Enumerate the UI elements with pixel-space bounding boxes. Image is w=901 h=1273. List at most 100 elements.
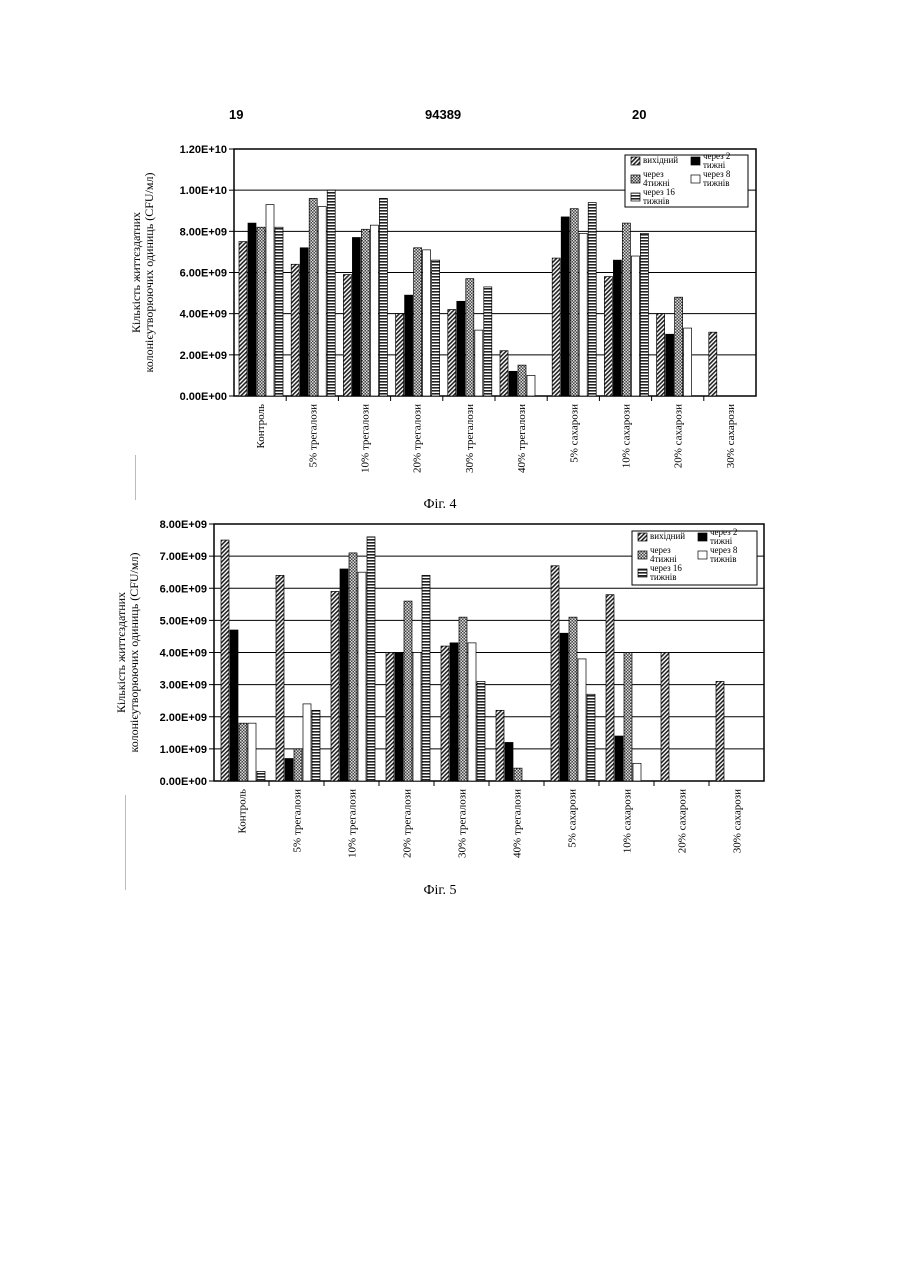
bar [661, 653, 669, 782]
x-tick-label: 5% сахарози [567, 789, 579, 848]
bar [276, 575, 284, 781]
bar [684, 328, 692, 396]
bar [551, 566, 559, 781]
y-tick-label: 1.00E+10 [180, 185, 227, 197]
x-tick-label: 5% трегалози [307, 404, 319, 468]
bar [386, 653, 394, 782]
bar [312, 710, 320, 781]
bar [432, 260, 440, 396]
bar [309, 198, 317, 396]
bar [570, 209, 578, 396]
y-tick-label: 0.00E+00 [160, 776, 207, 788]
bar [657, 314, 665, 396]
bar [257, 227, 265, 396]
bar [300, 248, 308, 396]
figure-5-chart: 0.00E+001.00E+092.00E+093.00E+094.00E+09… [0, 515, 901, 880]
bar [370, 225, 378, 396]
x-tick-label: 20% трегалози [412, 404, 424, 473]
bar [527, 375, 535, 396]
bar [588, 203, 596, 396]
page-number-right: 20 [632, 107, 646, 122]
bar [624, 653, 632, 782]
bar [396, 314, 404, 396]
x-tick-label: 10% трегалози [347, 789, 359, 858]
y-tick-label: 2.00E+09 [180, 350, 227, 362]
bar [239, 242, 247, 396]
bar [257, 771, 265, 781]
patent-number: 94389 [425, 107, 461, 122]
legend-swatch [638, 551, 647, 559]
x-tick-label: 40% трегалози [512, 789, 524, 858]
bar [709, 332, 717, 396]
bar [248, 223, 256, 396]
bar [477, 681, 485, 781]
y-tick-label: 1.20E+10 [180, 144, 227, 156]
bar [579, 233, 587, 396]
bar [266, 205, 274, 396]
y-tick-label: 8.00E+09 [180, 226, 227, 238]
bar [294, 749, 302, 781]
figure-5-caption: Фіг. 5 [380, 883, 500, 899]
y-tick-label: 4.00E+09 [160, 648, 207, 660]
bar [569, 617, 577, 781]
y-axis-label: Кількість життєздатнихколонієутворюючих … [114, 553, 141, 753]
bar [552, 258, 560, 396]
y-tick-label: 6.00E+09 [160, 583, 207, 595]
bar [285, 759, 293, 781]
bar [395, 653, 403, 782]
x-tick-label: 5% трегалози [292, 789, 304, 853]
margin-rule [135, 455, 136, 500]
legend-swatch [698, 551, 707, 559]
bar [361, 229, 369, 396]
x-tick-label: 30% сахарози [725, 404, 737, 468]
bar [230, 630, 238, 781]
bar [560, 633, 568, 781]
bar [318, 207, 326, 396]
x-tick-label: 20% сахарози [673, 404, 685, 468]
x-tick-label: 30% трегалози [457, 789, 469, 858]
bar [604, 277, 612, 396]
bar [633, 763, 641, 781]
x-tick-label: 10% сахарози [621, 404, 633, 468]
bar [578, 659, 586, 781]
x-tick-label: 30% сахарози [732, 789, 744, 853]
bar [331, 591, 339, 781]
bar [239, 723, 247, 781]
y-tick-label: 3.00E+09 [160, 680, 207, 692]
figure-4-chart: 0.00E+002.00E+094.00E+096.00E+098.00E+09… [0, 135, 901, 495]
bar [509, 371, 517, 396]
legend-swatch [631, 157, 640, 165]
bar [248, 723, 256, 781]
bar [475, 330, 483, 396]
bar [303, 704, 311, 781]
bar [441, 646, 449, 781]
y-tick-label: 7.00E+09 [160, 551, 207, 563]
bar [505, 742, 513, 781]
y-tick-label: 2.00E+09 [160, 712, 207, 724]
bar [340, 569, 348, 781]
bar [275, 227, 283, 396]
bar [413, 653, 421, 782]
bar [457, 301, 465, 396]
bar [466, 279, 474, 396]
bar [716, 681, 724, 781]
bar [352, 238, 360, 396]
bar [468, 643, 476, 781]
bar [414, 248, 422, 396]
bar [640, 233, 648, 396]
bar [496, 710, 504, 781]
page-number-left: 19 [229, 107, 243, 122]
legend-swatch [631, 175, 640, 183]
legend-swatch [638, 569, 647, 577]
bar [561, 217, 569, 396]
bar [358, 572, 366, 781]
x-tick-label: 20% трегалози [402, 789, 414, 858]
y-axis-label: Кількість життєздатнихколонієутворюючих … [129, 173, 156, 373]
bar [291, 264, 299, 396]
bar [367, 537, 375, 781]
x-tick-label: 40% трегалози [516, 404, 528, 473]
bar [422, 575, 430, 781]
y-tick-label: 8.00E+09 [160, 519, 207, 531]
bar [221, 540, 229, 781]
bar [343, 275, 351, 396]
